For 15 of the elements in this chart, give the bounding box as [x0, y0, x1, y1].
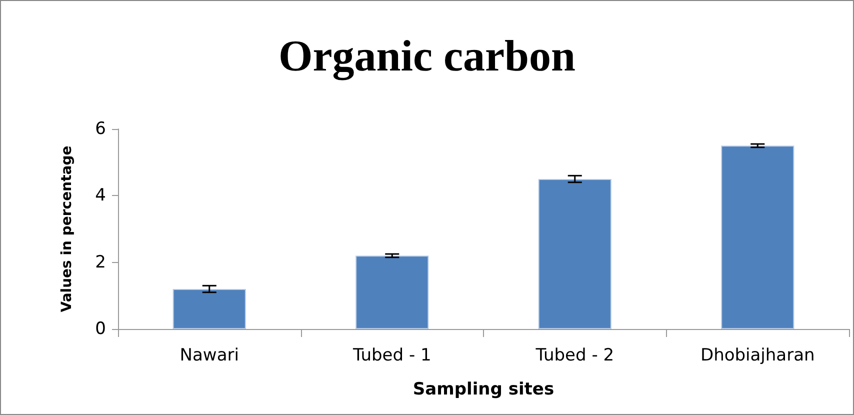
- bar: [721, 146, 794, 329]
- y-tick-label: 4: [95, 186, 106, 206]
- chart-title: Organic carbon: [278, 32, 576, 80]
- y-tick-label: 2: [95, 252, 106, 272]
- y-tick-label: 0: [95, 319, 106, 339]
- x-tick-label: Tubed - 2: [534, 346, 614, 366]
- x-axis-title: Sampling sites: [412, 380, 554, 400]
- y-tick-label: 6: [95, 119, 106, 139]
- x-tick-label: Dhobiajharan: [700, 346, 815, 366]
- bar: [538, 179, 612, 329]
- y-axis-title: Values in percentage: [59, 146, 75, 312]
- bar: [356, 256, 429, 329]
- x-tick-label: Nawari: [180, 346, 239, 366]
- x-tick-label: Tubed - 1: [352, 346, 432, 366]
- bar: [172, 289, 246, 329]
